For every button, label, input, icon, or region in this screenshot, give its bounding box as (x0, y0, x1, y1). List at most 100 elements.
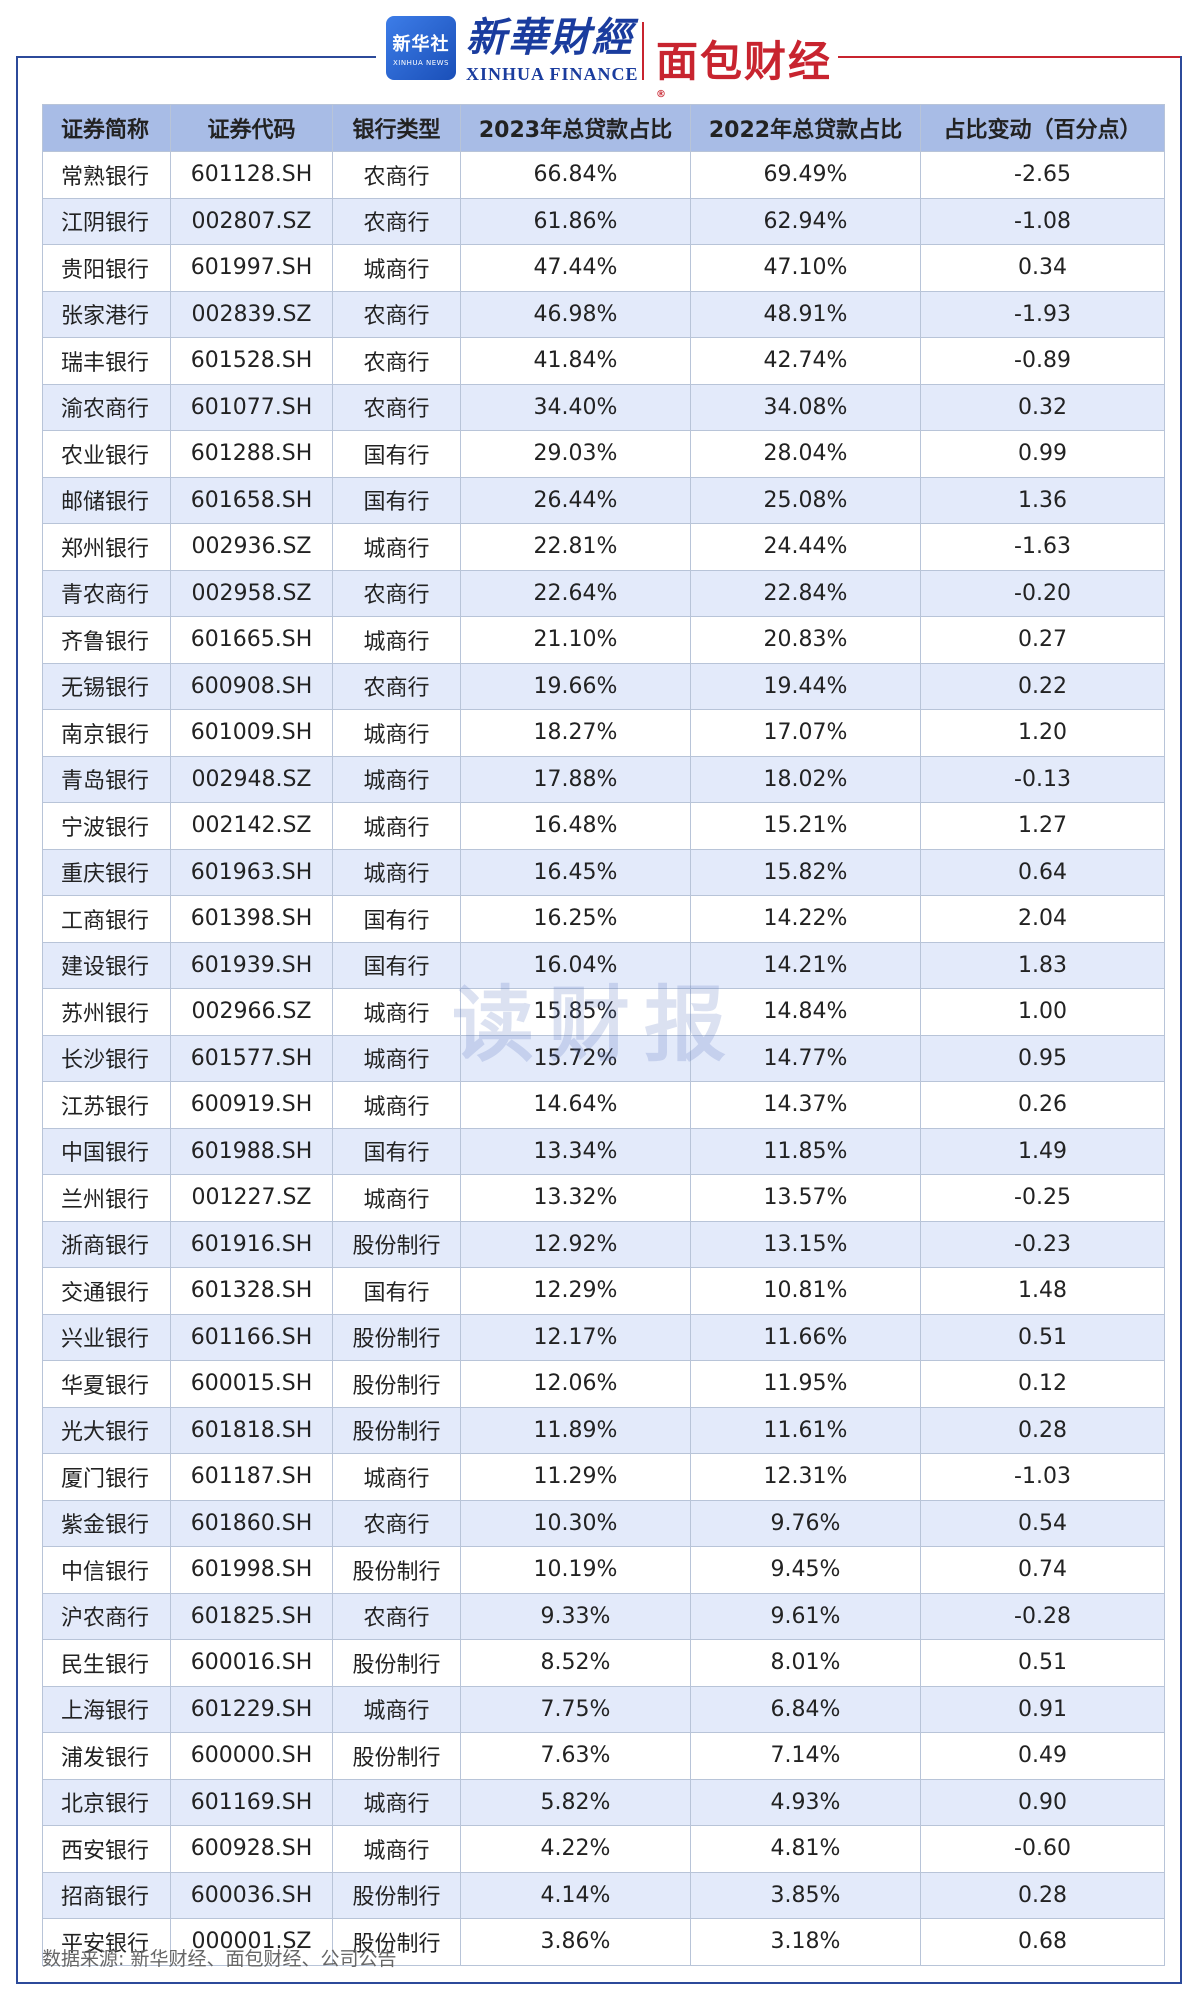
xinhua-finance-title-en: XINHUA FINANCE (466, 64, 639, 84)
table-row: 邮储银行 601658.SH 国有行 26.44% 25.08% 1.36 (42, 476, 1165, 524)
table-cell: 0.32 (920, 383, 1165, 431)
table-cell: 城商行 (332, 1174, 461, 1222)
table-cell: 0.90 (920, 1778, 1165, 1826)
table-cell: 601398.SH (170, 895, 333, 943)
table-row: 沪农商行 601825.SH 农商行 9.33% 9.61% -0.28 (42, 1592, 1165, 1640)
table-cell: 国有行 (332, 476, 461, 524)
table-row: 长沙银行 601577.SH 城商行 15.72% 14.77% 0.95 (42, 1034, 1165, 1082)
table-cell: 城商行 (332, 1034, 461, 1082)
table-cell: 47.10% (690, 244, 921, 292)
table-cell: 3.85% (690, 1871, 921, 1919)
table-cell: 股份制行 (332, 1220, 461, 1268)
table-row: 浙商银行 601916.SH 股份制行 12.92% 13.15% -0.23 (42, 1220, 1165, 1268)
table-cell: 15.72% (460, 1034, 691, 1082)
table-cell: -1.08 (920, 197, 1165, 245)
page-frame (16, 56, 1182, 1984)
table-cell: -2.65 (920, 151, 1165, 199)
table-cell: 21.10% (460, 616, 691, 664)
table-row: 民生银行 600016.SH 股份制行 8.52% 8.01% 0.51 (42, 1639, 1165, 1687)
table-cell: 4.14% (460, 1871, 691, 1919)
table-cell: 股份制行 (332, 1871, 461, 1919)
table-cell: 601528.SH (170, 337, 333, 385)
table-cell: 24.44% (690, 523, 921, 571)
table-cell: 华夏银行 (42, 1360, 171, 1408)
table-cell: 农商行 (332, 337, 461, 385)
frame-top-line-red (838, 56, 1182, 58)
table-cell: 股份制行 (332, 1360, 461, 1408)
data-source-note: 数据来源: 新华财经、面包财经、公司公告 (42, 1948, 397, 1970)
table-cell: 城商行 (332, 755, 461, 803)
table-cell: 江阴银行 (42, 197, 171, 245)
table-cell: 张家港行 (42, 290, 171, 338)
table-cell: 厦门银行 (42, 1453, 171, 1501)
table-cell: 25.08% (690, 476, 921, 524)
table-cell: 0.49 (920, 1732, 1165, 1780)
table-cell: 12.29% (460, 1267, 691, 1315)
table-cell: 城商行 (332, 848, 461, 896)
table-cell: 20.83% (690, 616, 921, 664)
table-cell: 18.02% (690, 755, 921, 803)
table-row: 工商银行 601398.SH 国有行 16.25% 14.22% 2.04 (42, 895, 1165, 943)
table-cell: 0.51 (920, 1313, 1165, 1361)
table-cell: 8.52% (460, 1639, 691, 1687)
table-row: 渝农商行 601077.SH 农商行 34.40% 34.08% 0.32 (42, 383, 1165, 431)
table-cell: 601658.SH (170, 476, 333, 524)
xinhua-finance-logo: 新華財經 XINHUA FINANCE (466, 14, 639, 85)
table-cell: 600928.SH (170, 1825, 333, 1873)
registered-mark: ® (656, 89, 668, 100)
table-cell: 0.74 (920, 1546, 1165, 1594)
table-cell: 0.68 (920, 1918, 1165, 1966)
table-cell: 青农商行 (42, 569, 171, 617)
table-cell: 浦发银行 (42, 1732, 171, 1780)
table-cell: 12.92% (460, 1220, 691, 1268)
table-cell: 601229.SH (170, 1685, 333, 1733)
xinhua-finance-title-cn: 新華財經 (466, 14, 634, 61)
table-cell: 0.28 (920, 1406, 1165, 1454)
table-cell: -0.89 (920, 337, 1165, 385)
table-cell: 19.44% (690, 662, 921, 710)
table-cell: 600908.SH (170, 662, 333, 710)
table-cell: 17.07% (690, 709, 921, 757)
table-cell: 601916.SH (170, 1220, 333, 1268)
table-cell: 光大银行 (42, 1406, 171, 1454)
table-cell: 11.61% (690, 1406, 921, 1454)
table-cell: 0.27 (920, 616, 1165, 664)
table-cell: 34.08% (690, 383, 921, 431)
column-header: 占比变动（百分点） (920, 104, 1165, 152)
table-cell: 邮储银行 (42, 476, 171, 524)
table-cell: 66.84% (460, 151, 691, 199)
table-cell: 2.04 (920, 895, 1165, 943)
table-cell: 601825.SH (170, 1592, 333, 1640)
table-cell: 城商行 (332, 1081, 461, 1129)
table-cell: 西安银行 (42, 1825, 171, 1873)
table-row: 郑州银行 002936.SZ 城商行 22.81% 24.44% -1.63 (42, 523, 1165, 571)
table-cell: 600036.SH (170, 1871, 333, 1919)
table-cell: 002142.SZ (170, 802, 333, 850)
table-cell: 农商行 (332, 662, 461, 710)
table-cell: 齐鲁银行 (42, 616, 171, 664)
table-cell: 平安银行 (42, 1918, 171, 1966)
table-cell: 601963.SH (170, 848, 333, 896)
table-cell: 0.51 (920, 1639, 1165, 1687)
table-cell: 3.86% (460, 1918, 691, 1966)
table-cell: 4.93% (690, 1778, 921, 1826)
table-cell: 14.21% (690, 941, 921, 989)
table-cell: 4.81% (690, 1825, 921, 1873)
table-row: 南京银行 601009.SH 城商行 18.27% 17.07% 1.20 (42, 709, 1165, 757)
table-cell: -1.03 (920, 1453, 1165, 1501)
loan-ratio-table-container: 证券简称 证券代码 银行类型 2023年总贷款占比 2022年总贷款占比 占比变… (42, 104, 1165, 1966)
table-cell: 1.36 (920, 476, 1165, 524)
table-cell: 工商银行 (42, 895, 171, 943)
table-cell: 股份制行 (332, 1406, 461, 1454)
table-row: 北京银行 601169.SH 城商行 5.82% 4.93% 0.90 (42, 1778, 1165, 1826)
table-cell: 城商行 (332, 523, 461, 571)
table-cell: 常熟银行 (42, 151, 171, 199)
table-cell: 兴业银行 (42, 1313, 171, 1361)
table-cell: 渝农商行 (42, 383, 171, 431)
table-cell: 14.64% (460, 1081, 691, 1129)
table-cell: -1.93 (920, 290, 1165, 338)
table-cell: 0.28 (920, 1871, 1165, 1919)
xinhua-news-logo: 新华社 XINHUA NEWS (386, 16, 456, 80)
column-header: 银行类型 (332, 104, 461, 152)
table-cell: 601860.SH (170, 1499, 333, 1547)
